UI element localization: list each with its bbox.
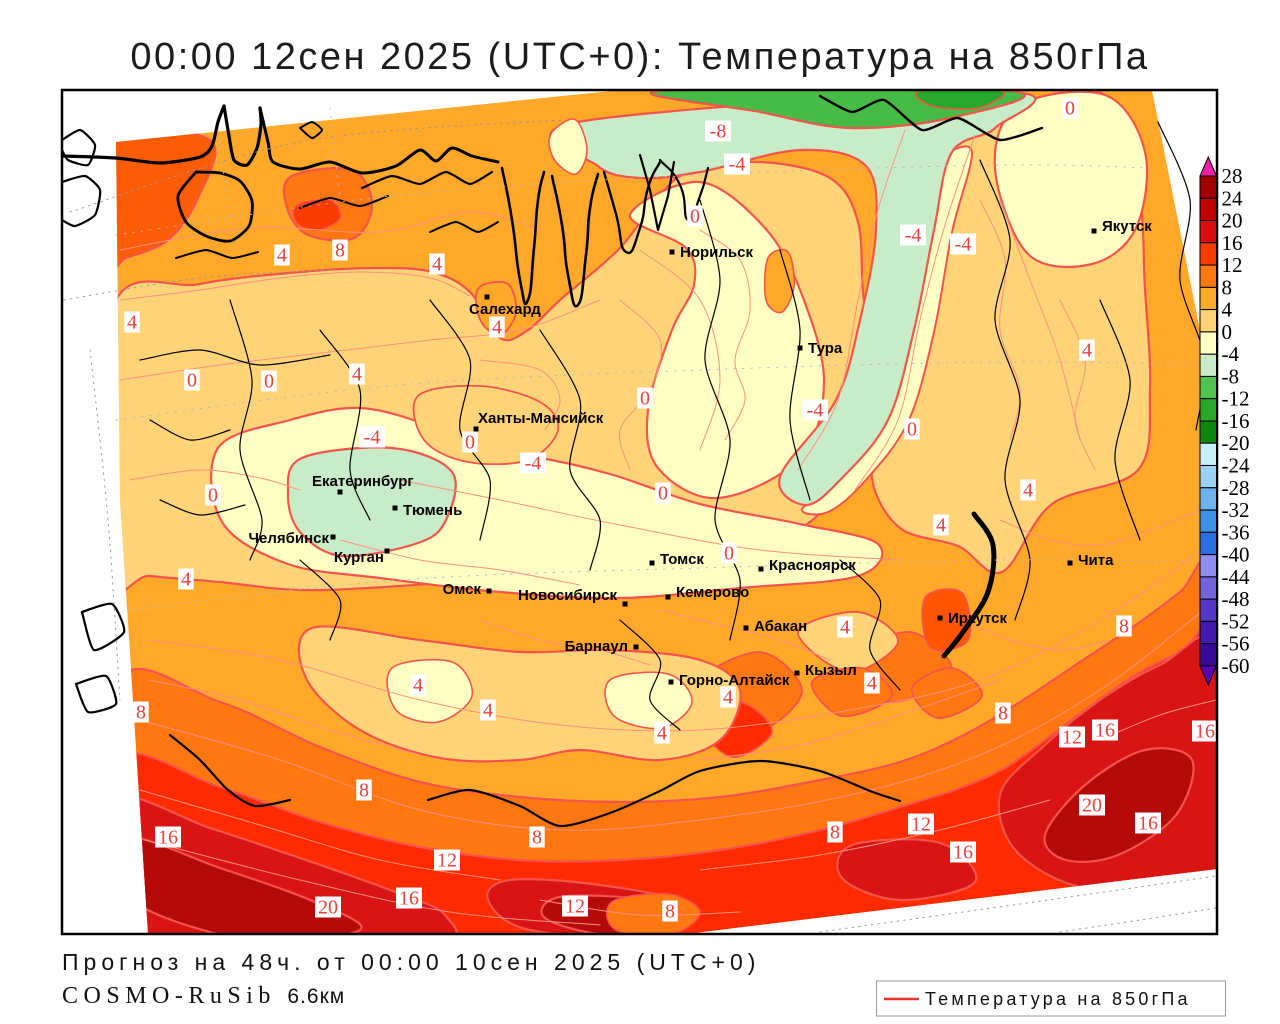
svg-text:-8: -8 [1222, 364, 1240, 388]
svg-text:16: 16 [158, 827, 178, 849]
svg-text:0: 0 [208, 485, 218, 507]
svg-text:12: 12 [1222, 253, 1243, 277]
svg-text:16: 16 [1195, 721, 1215, 743]
svg-text:4: 4 [1023, 480, 1033, 502]
svg-text:12: 12 [1062, 727, 1082, 749]
svg-text:8: 8 [335, 240, 345, 262]
svg-text:4: 4 [483, 700, 493, 722]
svg-text:-48: -48 [1222, 587, 1250, 611]
svg-text:4: 4 [1082, 340, 1092, 362]
svg-text:0: 0 [465, 432, 475, 454]
svg-text:0: 0 [724, 543, 734, 565]
svg-text:Кемерово: Кемерово [676, 584, 749, 601]
svg-text:12: 12 [565, 896, 585, 918]
svg-text:Барнаул: Барнаул [565, 638, 628, 655]
svg-text:4: 4 [127, 312, 137, 334]
svg-text:Екатеринбург: Екатеринбург [312, 473, 414, 490]
svg-text:16: 16 [953, 842, 973, 864]
svg-text:16: 16 [1222, 231, 1243, 255]
svg-text:-4: -4 [525, 453, 542, 475]
svg-text:4: 4 [867, 673, 877, 695]
svg-text:0: 0 [1065, 98, 1075, 120]
svg-text:4: 4 [181, 569, 191, 591]
svg-text:8: 8 [136, 702, 146, 724]
svg-text:4: 4 [492, 317, 502, 339]
svg-text:0: 0 [690, 206, 700, 228]
svg-text:0: 0 [640, 388, 650, 410]
svg-text:-4: -4 [905, 225, 922, 247]
svg-text:-4: -4 [729, 154, 746, 176]
svg-text:Тура: Тура [808, 340, 843, 357]
svg-text:12: 12 [437, 850, 457, 872]
svg-text:-4: -4 [364, 427, 381, 449]
svg-text:8: 8 [532, 827, 542, 849]
svg-text:12: 12 [911, 814, 931, 836]
svg-text:-44: -44 [1222, 565, 1250, 589]
svg-text:-12: -12 [1222, 387, 1250, 411]
svg-text:Томск: Томск [660, 551, 704, 568]
svg-text:0: 0 [658, 483, 668, 505]
svg-text:4: 4 [432, 254, 442, 276]
svg-text:Прогноз на 48ч. от 00:00 10сен: Прогноз на 48ч. от 00:00 10сен 2025 (UTC… [62, 949, 760, 975]
svg-text:20: 20 [1082, 795, 1102, 817]
svg-text:Новосибирск: Новосибирск [518, 587, 618, 604]
svg-text:8: 8 [998, 703, 1008, 725]
svg-text:0: 0 [264, 371, 274, 393]
svg-text:24: 24 [1222, 186, 1244, 210]
svg-text:Норильск: Норильск [680, 244, 753, 261]
svg-text:4: 4 [936, 515, 946, 537]
svg-text:4: 4 [657, 723, 667, 745]
svg-text:Якутск: Якутск [1102, 218, 1152, 235]
svg-text:4: 4 [413, 675, 423, 697]
svg-text:28: 28 [1222, 164, 1243, 188]
svg-text:-16: -16 [1222, 409, 1250, 433]
svg-text:0: 0 [1222, 320, 1233, 344]
svg-text:Температура на 850гПа: Температура на 850гПа [925, 989, 1191, 1009]
svg-text:Чита: Чита [1078, 552, 1114, 569]
svg-text:Иркутск: Иркутск [948, 610, 1007, 627]
svg-text:8: 8 [1222, 275, 1233, 299]
svg-text:4: 4 [352, 364, 362, 386]
svg-text:4: 4 [277, 245, 287, 267]
svg-text:COSMO-RuSib 6.6км: COSMO-RuSib 6.6км [62, 983, 345, 1009]
svg-text:0: 0 [907, 419, 917, 441]
svg-text:8: 8 [830, 822, 840, 844]
svg-text:0: 0 [187, 370, 197, 392]
svg-text:00:00 12сен 2025 (UTC+0): Темп: 00:00 12сен 2025 (UTC+0): Температура на… [130, 36, 1149, 78]
svg-text:4: 4 [723, 687, 733, 709]
svg-text:16: 16 [1138, 813, 1158, 835]
svg-text:4: 4 [1222, 298, 1233, 322]
svg-text:-28: -28 [1222, 476, 1250, 500]
svg-text:Челябинск: Челябинск [248, 530, 329, 547]
svg-text:Тюмень: Тюмень [403, 502, 462, 519]
svg-text:-24: -24 [1222, 454, 1250, 478]
svg-text:-56: -56 [1222, 632, 1250, 656]
svg-text:Курган: Курган [334, 549, 384, 566]
svg-text:-40: -40 [1222, 543, 1250, 567]
svg-text:Абакан: Абакан [754, 618, 807, 635]
svg-text:-4: -4 [807, 400, 824, 422]
svg-text:8: 8 [359, 780, 369, 802]
svg-text:-60: -60 [1222, 654, 1250, 678]
svg-text:8: 8 [665, 901, 675, 923]
svg-text:20: 20 [318, 897, 338, 919]
svg-text:Кызыл: Кызыл [805, 662, 857, 679]
svg-text:-36: -36 [1222, 520, 1250, 544]
svg-text:-20: -20 [1222, 431, 1250, 455]
svg-text:Ханты-Мансийск: Ханты-Мансийск [478, 410, 604, 427]
svg-text:Красноярск: Красноярск [769, 557, 856, 574]
svg-text:16: 16 [1095, 720, 1115, 742]
svg-text:-8: -8 [710, 121, 727, 143]
svg-text:Омск: Омск [443, 581, 482, 598]
svg-text:4: 4 [840, 617, 850, 639]
svg-text:-52: -52 [1222, 609, 1250, 633]
svg-text:-32: -32 [1222, 498, 1250, 522]
svg-text:Горно-Алтайск: Горно-Алтайск [679, 672, 790, 689]
svg-text:20: 20 [1222, 209, 1243, 233]
svg-text:8: 8 [1119, 616, 1129, 638]
svg-text:Салехард: Салехард [469, 301, 541, 318]
svg-text:16: 16 [399, 888, 419, 910]
svg-text:-4: -4 [955, 234, 972, 256]
svg-text:-4: -4 [1222, 342, 1240, 366]
